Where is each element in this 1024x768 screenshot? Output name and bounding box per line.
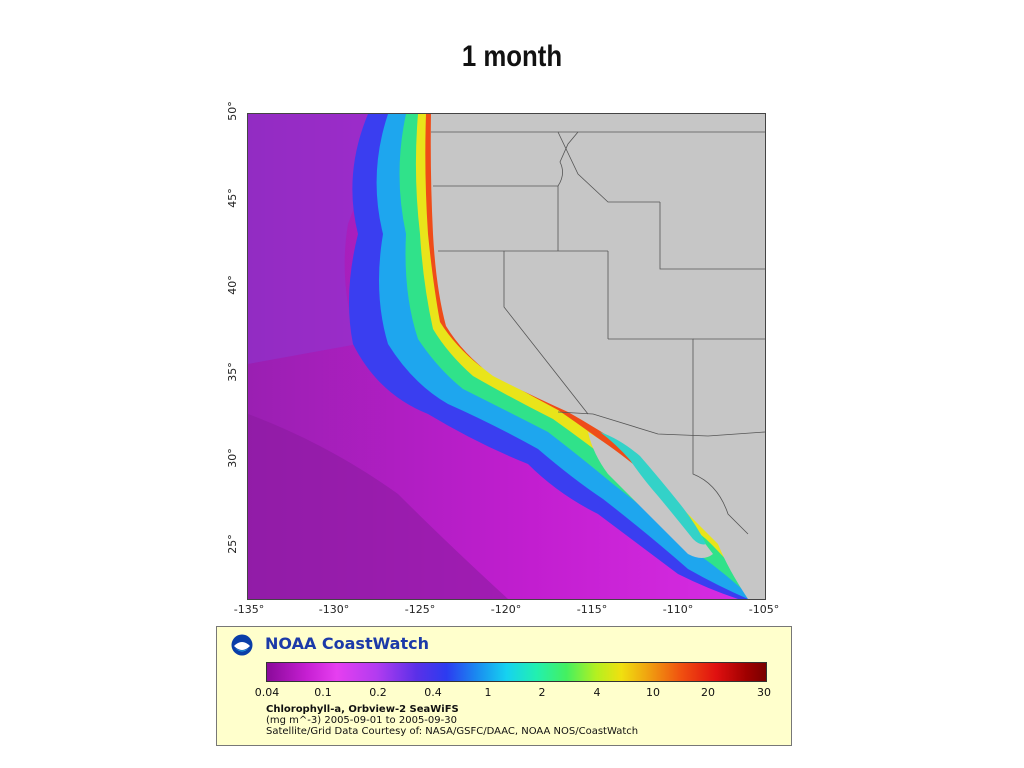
units-and-dates: (mg m^-3) 2005-09-01 to 2005-09-30 [266, 715, 457, 726]
gulf-of-california [600, 432, 706, 545]
deep-ocean-region [248, 414, 508, 599]
product-name: Chlorophyll-a, Orbview-2 SeaWiFS [266, 704, 459, 715]
scale-tick-20: 20 [701, 686, 715, 699]
washington-oregon-border [433, 131, 579, 187]
legend-panel: NOAA CoastWatch 0.04 0.1 0.2 0.4 1 2 4 1… [216, 626, 792, 746]
latitude-label-30: 30° [226, 448, 239, 468]
noaa-logo-icon [231, 634, 253, 656]
scale-tick-2: 2 [538, 686, 546, 699]
state-boundaries [431, 131, 765, 535]
baja-peninsula [588, 432, 713, 558]
latitude-label-35: 35° [226, 362, 239, 382]
longitude-label-125: -125° [404, 603, 436, 616]
data-credit: Satellite/Grid Data Courtesy of: NASA/GS… [266, 726, 639, 737]
scale-tick-0.4: 0.4 [424, 686, 442, 699]
longitude-label-110: -110° [662, 603, 694, 616]
scale-tick-4: 4 [593, 686, 601, 699]
map-svg [248, 114, 765, 599]
latitude-label-50: 50° [226, 101, 239, 121]
chlorophyll-color-scale [266, 662, 767, 682]
mexico-state-border [692, 434, 749, 535]
longitude-label-130: -130° [318, 603, 350, 616]
idaho-montana-border [557, 131, 660, 203]
brand-name: NOAA CoastWatch [265, 634, 429, 653]
scale-tick-1: 1 [484, 686, 492, 699]
latitude-label-25: 25° [226, 534, 239, 554]
longitude-label-115: -115° [576, 603, 608, 616]
california-nevada-border [503, 251, 589, 415]
latitude-label-45: 45° [226, 188, 239, 208]
longitude-label-120: -120° [490, 603, 522, 616]
scale-tick-0.04: 0.04 [254, 686, 280, 699]
scale-tick-30: 30 [757, 686, 771, 699]
latitude-label-40: 40° [226, 275, 239, 295]
scale-tick-0.2: 0.2 [369, 686, 387, 699]
mexico-border [557, 411, 765, 437]
land-mass [430, 114, 765, 599]
slide-title: 1 month [461, 40, 563, 73]
northern-ocean-region [248, 114, 378, 364]
longitude-label-105: -105° [748, 603, 780, 616]
longitude-label-135: -135° [233, 603, 265, 616]
scale-tick-10: 10 [646, 686, 660, 699]
wyoming-border [659, 202, 765, 270]
chlorophyll-map [247, 113, 766, 600]
scale-tick-0.1: 0.1 [314, 686, 332, 699]
